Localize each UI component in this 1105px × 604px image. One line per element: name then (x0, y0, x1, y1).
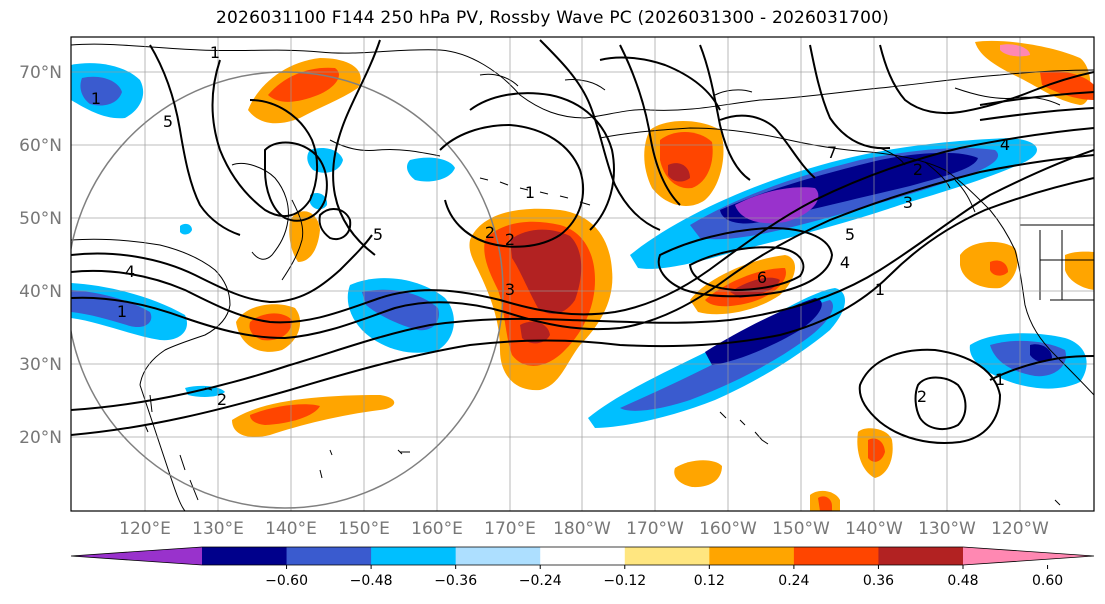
negative-anomaly-subtropical-band (588, 288, 846, 428)
lon-label: 120°E (119, 519, 171, 539)
lon-label: 140°W (845, 519, 903, 539)
lat-label: 30°N (19, 355, 62, 375)
map-border (70, 36, 1095, 512)
colorbar-tick-label: −0.60 (265, 573, 308, 589)
lon-label: 150°W (772, 519, 830, 539)
map-layers: 4 1 2 5 1 2 1 3 2 4 5 6 7 1 2 3 4 5 1 2 … (71, 37, 1094, 511)
colorbar-swatch (624, 547, 710, 565)
latitude-labels: 70°N 60°N 50°N 40°N 30°N 20°N (19, 63, 62, 448)
colorbar-extension-low (71, 547, 202, 565)
contour-label: 3 (505, 280, 515, 299)
positive-anomaly-bering (644, 121, 724, 207)
colorbar-tick-label: −0.48 (350, 573, 393, 589)
lon-label: 140°E (265, 519, 317, 539)
colorbar-tick-label: −0.12 (603, 573, 646, 589)
contour-label: 1 (210, 43, 220, 62)
range-circle (71, 71, 504, 509)
contour-label: 5 (373, 225, 383, 244)
lon-label: 130°E (192, 519, 244, 539)
contour-label: 4 (125, 262, 135, 281)
colorbar-outline (70, 546, 1095, 566)
colorbar-tick-label: −0.24 (519, 573, 562, 589)
lat-label: 60°N (19, 136, 62, 156)
lon-label: 150°E (338, 519, 390, 539)
colorbar-swatch (286, 547, 372, 565)
lon-label: 180°W (553, 519, 611, 539)
contour-label: 2 (913, 160, 923, 179)
contour-label: 1 (91, 89, 101, 108)
colorbar-tick-label: 0.24 (778, 573, 809, 589)
contour-label: 1 (995, 370, 1005, 389)
positive-anomaly-dateline-ridge (469, 208, 613, 391)
negative-anomaly-ne-asia (71, 63, 144, 119)
negative-anomaly-central-pacific (347, 278, 454, 353)
pv-contours (71, 39, 1094, 444)
gridlines (71, 37, 1094, 511)
contour-label: 7 (827, 143, 837, 162)
contour-label: 4 (1000, 135, 1010, 154)
colorbar-tick-label: 0.12 (694, 573, 725, 589)
lon-label: 170°W (626, 519, 684, 539)
contour-label: 2 (917, 387, 927, 406)
lat-label: 20°N (19, 428, 62, 448)
contour-label: 1 (117, 302, 127, 321)
contour-label: 2 (485, 223, 495, 242)
lon-label: 130°W (918, 519, 976, 539)
colorbar-swatch (793, 547, 879, 565)
colorbar-swatch (709, 547, 795, 565)
map-title: 2026031100 F144 250 hPa PV, Rossby Wave … (216, 8, 889, 28)
positive-anomaly-eastern (960, 40, 1094, 290)
negative-anomaly-east-china (71, 283, 188, 341)
colorbar-swatch (202, 547, 288, 565)
colorbar-tick-label: 0.48 (947, 573, 978, 589)
contour-label: 2 (217, 390, 227, 409)
contour-label: 5 (845, 225, 855, 244)
colorbar-swatch (371, 547, 457, 565)
colorbar-swatch (878, 547, 964, 565)
longitude-labels: 120°E 130°E 140°E 150°E 160°E 170°E 180°… (119, 519, 1049, 539)
colorbar-tick-label: 0.36 (863, 573, 894, 589)
lat-label: 70°N (19, 63, 62, 83)
contour-label: 2 (505, 230, 515, 249)
lon-label: 160°W (699, 519, 757, 539)
colorbar: −0.60 −0.48 −0.36 −0.24 −0.12 0.12 0.24 0.36 0.4… (70, 546, 1095, 589)
lat-label: 50°N (19, 209, 62, 229)
colorbar-extension-high (963, 547, 1094, 565)
contour-label: 4 (840, 253, 850, 272)
lon-label: 160°E (411, 519, 463, 539)
contour-label: 5 (163, 112, 173, 131)
colorbar-swatch (455, 547, 541, 565)
contour-labels: 4 1 2 5 1 2 1 3 2 4 5 6 7 1 2 3 4 5 1 2 … (91, 43, 1010, 409)
lon-label: 120°W (991, 519, 1049, 539)
lon-label: 170°E (484, 519, 536, 539)
colorbar-tick-label: 0.60 (1032, 573, 1063, 589)
colorbar-tick-label: −0.36 (434, 573, 477, 589)
positive-anomaly-small-tropics (674, 428, 893, 511)
positive-anomaly-subtropics-west (232, 395, 395, 438)
positive-anomaly-siberia (248, 58, 361, 124)
contour-label: 1 (875, 280, 885, 299)
contour-label: 1 (525, 183, 535, 202)
contour-label: 3 (903, 193, 913, 212)
lat-label: 40°N (19, 282, 62, 302)
contour-label: 6 (757, 268, 767, 287)
colorbar-swatch (540, 547, 626, 565)
